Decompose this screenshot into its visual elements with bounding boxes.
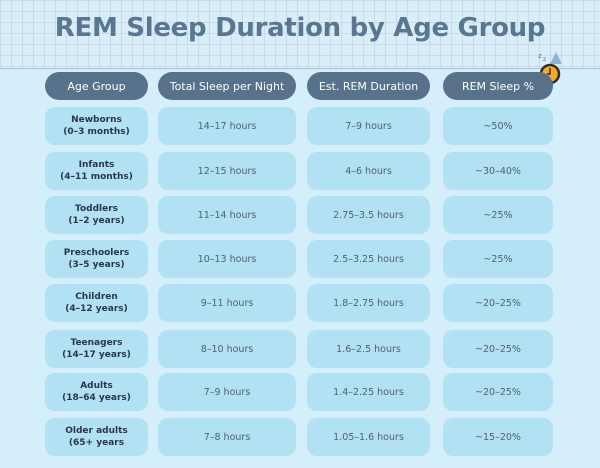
table-cell-pct: ~15–20%: [443, 418, 553, 456]
table-cell-pct: ~30–40%: [443, 152, 553, 190]
age-group-name: Toddlers: [75, 204, 118, 214]
age-range: (1–2 years): [68, 216, 125, 226]
age-range: (18–64 years): [62, 393, 131, 403]
svg-text:z: z: [543, 56, 546, 63]
table-row-age-group: Toddlers (1–2 years): [45, 196, 148, 234]
age-range: (4–11 months): [60, 172, 133, 182]
table-cell-rem: 7–9 hours: [307, 107, 430, 145]
table-cell-pct: ~25%: [443, 240, 553, 278]
table-cell-total: 7–8 hours: [158, 418, 296, 456]
table-cell-rem: 4–6 hours: [307, 152, 430, 190]
grid-header-band: [0, 0, 600, 69]
table-row-age-group: Infants (4–11 months): [45, 152, 148, 190]
table-cell-pct: ~25%: [443, 196, 553, 234]
age-range: (65+ years: [68, 438, 125, 448]
age-group-name: Children: [75, 292, 118, 302]
page-title: REM Sleep Duration by Age Group: [54, 13, 546, 43]
table-cell-total: 11–14 hours: [158, 196, 296, 234]
column-header: Age Group: [45, 72, 148, 100]
column-header: Total Sleep per Night: [158, 72, 296, 100]
table-cell-rem: 2.5–3.25 hours: [307, 240, 430, 278]
table-cell-rem: 1.6–2.5 hours: [307, 330, 430, 368]
table-cell-total: 10–13 hours: [158, 240, 296, 278]
table-cell-pct: ~20–25%: [443, 373, 553, 411]
table-cell-rem: 1.05–1.6 hours: [307, 418, 430, 456]
age-range: (14–17 years): [62, 350, 131, 360]
table-cell-total: 14–17 hours: [158, 107, 296, 145]
table-cell-pct: ~50%: [443, 107, 553, 145]
age-group-name: Preschoolers: [63, 248, 130, 258]
age-range: (0–3 months): [63, 127, 130, 137]
table-row-age-group: Older adults (65+ years: [45, 418, 148, 456]
age-group-name: Infants: [78, 160, 115, 170]
age-range: (4–12 years): [65, 304, 128, 314]
age-group-name: Teenagers: [70, 338, 123, 348]
age-group-name: Newborns: [71, 115, 122, 125]
table-cell-pct: ~20–25%: [443, 330, 553, 368]
table-cell-pct: ~20–25%: [443, 284, 553, 322]
table-cell-rem: 2.75–3.5 hours: [307, 196, 430, 234]
table-row-age-group: Preschoolers (3–5 years): [45, 240, 148, 278]
age-range: (3–5 years): [68, 260, 125, 270]
table-cell-rem: 1.4–2.25 hours: [307, 373, 430, 411]
column-header: REM Sleep %: [443, 72, 553, 100]
column-header: Est. REM Duration: [307, 72, 430, 100]
age-group-name: Older adults: [65, 426, 128, 436]
table-cell-total: 7–9 hours: [158, 373, 296, 411]
table-row-age-group: Teenagers (14–17 years): [45, 330, 148, 368]
table-row-age-group: Children (4–12 years): [45, 284, 148, 322]
age-group-name: Adults: [80, 381, 113, 391]
table-row-age-group: Adults (18–64 years): [45, 373, 148, 411]
table-cell-total: 9–11 hours: [158, 284, 296, 322]
table-cell-rem: 1.8–2.75 hours: [307, 284, 430, 322]
svg-text:z: z: [538, 52, 542, 60]
table-cell-total: 12–15 hours: [158, 152, 296, 190]
table-row-age-group: Newborns (0–3 months): [45, 107, 148, 145]
table-cell-total: 8–10 hours: [158, 330, 296, 368]
